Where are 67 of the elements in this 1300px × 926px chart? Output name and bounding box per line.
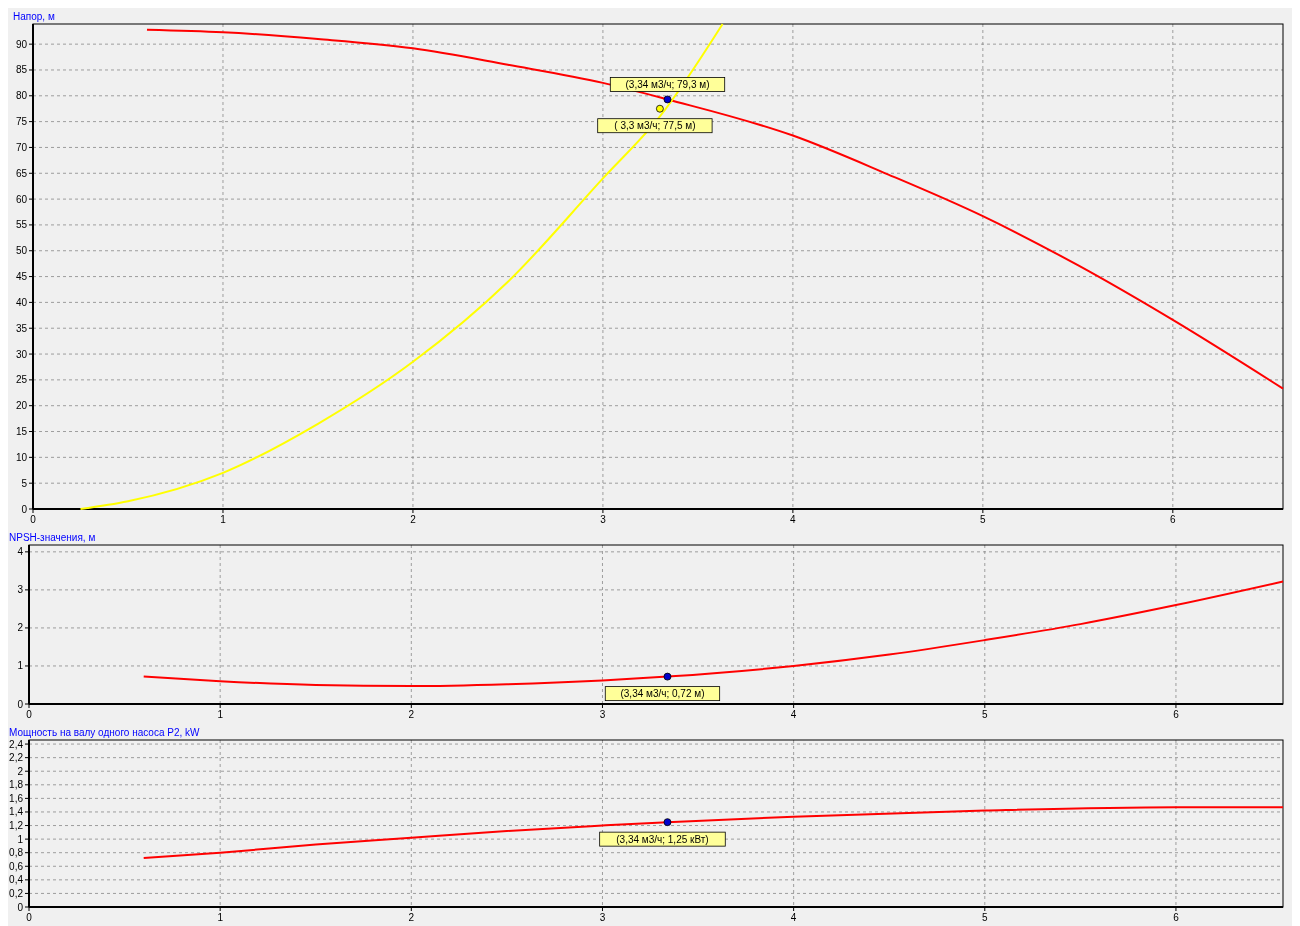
y-axis-title: Напор, м <box>13 11 55 22</box>
x-tick-label: 4 <box>790 514 797 525</box>
y-tick-label: 2 <box>17 622 24 634</box>
x-tick-label: 1 <box>220 514 227 525</box>
x-tick-label: 2 <box>408 912 415 923</box>
x-tick-label: 1 <box>217 709 224 720</box>
y-tick-label: 1,8 <box>9 779 24 791</box>
line-series <box>142 580 1284 688</box>
x-tick-label: 4 <box>790 709 797 720</box>
y-tick-label: 35 <box>15 322 28 334</box>
y-tick-label: 1 <box>17 660 24 672</box>
y-tick-label: 4 <box>17 546 24 558</box>
line-series <box>145 28 1284 390</box>
y-tick-label: 0 <box>17 901 24 913</box>
line-series <box>79 23 724 510</box>
y-tick-label: 0 <box>21 503 28 515</box>
y-tick-label: 50 <box>15 245 28 257</box>
x-tick-label: 0 <box>30 514 37 525</box>
y-tick-label: 1 <box>17 833 24 845</box>
annotation: ( 3,3 м3/ч; 77,5 м) <box>614 120 696 132</box>
x-tick-label: 3 <box>600 514 607 525</box>
y-tick-label: 2,2 <box>9 752 24 764</box>
x-tick-label: 2 <box>408 709 415 720</box>
y-tick-label: 0,6 <box>9 860 24 872</box>
y-axis-title: NPSH-значения, м <box>9 532 96 543</box>
y-tick-label: 1,2 <box>9 820 24 832</box>
y-tick-label: 1,4 <box>9 806 24 818</box>
y-tick-label: 85 <box>15 64 28 76</box>
y-axis-title: Мощность на валу одного насоса P2, kW <box>9 727 201 738</box>
y-tick-label: 2 <box>17 765 24 777</box>
y-tick-label: 15 <box>15 426 28 438</box>
y-tick-label: 0,8 <box>9 847 24 859</box>
y-tick-label: 60 <box>15 193 28 205</box>
y-tick-label: 0,4 <box>9 874 24 886</box>
x-tick-label: 1 <box>217 912 224 923</box>
y-tick-label: 80 <box>15 90 28 102</box>
x-tick-label: 4 <box>790 912 797 923</box>
y-tick-label: 75 <box>15 116 28 128</box>
y-tick-label: 55 <box>15 219 28 231</box>
annotation: (3,34 м3/ч; 1,25 кВт) <box>616 833 709 845</box>
annotation: (3,34 м3/ч; 79,3 м) <box>625 78 710 90</box>
annotation: (3,34 м3/ч; 0,72 м) <box>620 688 705 700</box>
y-tick-label: 90 <box>15 38 28 50</box>
y-tick-label: 70 <box>15 141 28 153</box>
x-tick-label: 5 <box>982 709 989 720</box>
x-tick-label: 6 <box>1173 709 1180 720</box>
y-tick-label: 0,2 <box>9 887 24 899</box>
y-tick-label: 3 <box>17 584 24 596</box>
y-tick-label: 10 <box>15 451 28 463</box>
y-tick-label: 20 <box>15 400 28 412</box>
y-tick-label: 40 <box>15 296 28 308</box>
y-tick-label: 30 <box>15 348 28 360</box>
x-tick-label: 2 <box>410 514 417 525</box>
x-tick-label: 6 <box>1173 912 1180 923</box>
x-tick-label: 5 <box>982 912 989 923</box>
y-tick-label: 45 <box>15 271 28 283</box>
line-series <box>142 806 1284 860</box>
y-tick-label: 25 <box>15 374 28 386</box>
y-tick-label: 5 <box>21 477 28 489</box>
x-tick-label: 6 <box>1170 514 1177 525</box>
x-tick-label: 5 <box>980 514 987 525</box>
x-tick-label: 3 <box>599 709 606 720</box>
y-tick-label: 1,6 <box>9 792 24 804</box>
y-tick-label: 65 <box>15 167 28 179</box>
y-tick-label: 2,4 <box>9 738 24 750</box>
x-tick-label: 3 <box>599 912 606 923</box>
y-tick-label: 0 <box>17 698 24 710</box>
